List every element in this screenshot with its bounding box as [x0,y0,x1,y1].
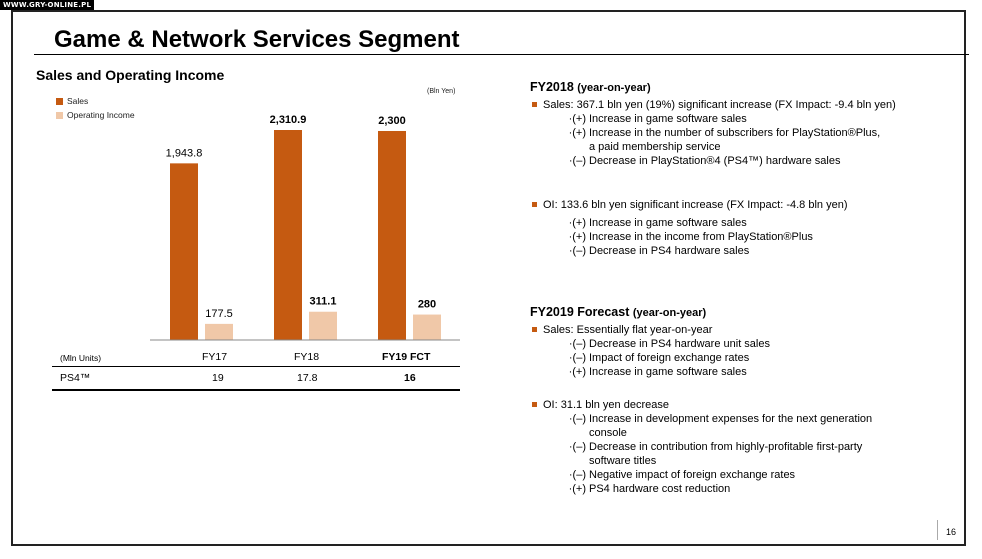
table-header: (Mln Units) FY17 FY18 FY19 FCT [52,347,460,367]
table-row: PS4™ 19 17.8 16 [52,368,460,388]
table-cell-fy17: 19 [212,372,224,384]
table-row-label: PS4™ [60,372,91,384]
bar-operating-income-2 [413,314,441,340]
fy2019-heading-text: FY2019 Forecast [530,305,630,319]
bar-sales-2 [378,130,406,340]
fy2019-heading: FY2019 Forecast (year-on-year) [530,305,950,320]
item-mark: ·(+) [568,113,586,125]
table-unit-label: (Mln Units) [60,353,102,363]
item-mark: ·(+) [568,483,586,495]
list-item: ·(+) Increase in the number of subscriber… [530,126,950,154]
legend-item-operating-income: Operating Income [56,108,135,122]
table-bottom-rule [52,389,460,391]
item-text: Increase in game software sales [589,113,747,125]
item-mark: ·(+) [568,366,586,378]
bullet-square-icon [532,402,537,407]
item-text: Negative impact of foreign exchange rate… [589,469,796,481]
item-text: PS4 hardware cost reduction [589,483,731,495]
item-mark: ·(–) [568,155,586,167]
fy2019-sales-bullet: Sales: Essentially flat year-on-year [530,323,950,337]
list-item: ·(–) Negative impact of foreign exchange … [530,468,950,482]
item-mark: ·(+) [568,231,586,243]
item-text: Increase in game software sales [589,366,747,378]
item-mark: ·(–) [568,413,586,425]
list-item: ·(–) Decrease in contribution from highly… [530,440,950,468]
fy2018-heading: FY2018 (year-on-year) [530,80,950,95]
data-label-sales-0: 1,943.8 [166,147,203,159]
title-divider [34,54,969,55]
item-text: Decrease in contribution from highly-pro… [589,441,863,467]
item-text: Increase in the income from PlayStation®… [589,231,813,243]
fy2019-oi-bullet: OI: 31.1 bln yen decrease [530,398,950,412]
bar-operating-income-0 [205,323,233,340]
legend-item-sales: Sales [56,94,135,108]
table-col-fy18: FY18 [294,351,320,363]
legend-swatch-sales [56,97,63,105]
chart-unit: (Bln Yen) [427,88,456,95]
item-text: Decrease in PS4 hardware sales [589,245,750,257]
list-item: ·(–) Impact of foreign exchange rates [530,351,950,365]
fy2019-oi-text: OI: 31.1 bln yen decrease [543,399,669,411]
fy2018-sales-text: Sales: 367.1 bln yen (19%) significant i… [543,99,896,111]
legend-swatch-operating-income [56,111,63,119]
fy2018-heading-text: FY2018 [530,80,574,94]
list-item: ·(+) Increase in game software sales [530,216,950,230]
item-mark: ·(–) [568,338,586,350]
item-text: Decrease in PS4 hardware unit sales [589,338,770,350]
fy2018-heading-note: (year-on-year) [577,82,651,94]
fy2019-heading-note: (year-on-year) [632,307,707,319]
list-item: ·(+) PS4 hardware cost reduction [530,482,950,496]
bar-sales-1 [274,130,302,340]
item-text: Increase in game software sales [589,217,747,229]
slide-frame [11,10,966,546]
item-text: Impact of foreign exchange rates [589,352,750,364]
bullet-square-icon [532,202,537,207]
fy2019-sales-text: Sales: Essentially flat year-on-year [543,324,713,336]
table-divider [52,366,460,367]
list-item: ·(–) Decrease in PS4 hardware unit sales [530,337,950,351]
fy2018-section: FY2018 (year-on-year) Sales: 367.1 bln y… [530,80,950,258]
table-cell-fy18: 17.8 [297,372,318,384]
legend-label-sales: Sales [67,96,89,106]
item-mark: ·(–) [568,469,586,481]
item-text: Decrease in PlayStation®4 (PS4™) hardwar… [589,155,841,167]
fy2018-oi-bullet: OI: 133.6 bln yen significant increase (… [530,198,950,212]
chart-subtitle: Sales and Operating Income [36,67,225,83]
bullet-square-icon [532,102,537,107]
item-text: Increase in the number of subscribers fo… [589,127,881,153]
table-cell-fy19: 16 [404,372,416,384]
legend-label-operating-income: Operating Income [67,110,135,120]
fy2018-sales-bullet: Sales: 367.1 bln yen (19%) significant i… [530,98,950,112]
item-mark: ·(–) [568,441,586,453]
item-text: Increase in development expenses for the… [589,413,873,439]
page-number-divider [937,520,938,540]
list-item: ·(–) Increase in development expenses for… [530,412,950,440]
list-item: ·(+) Increase in game software sales [530,112,950,126]
watermark: WWW.GRY-ONLINE.PL [0,0,95,10]
bullet-square-icon [532,327,537,332]
bar-operating-income-1 [309,311,337,340]
chart-legend: Sales Operating Income [56,94,135,122]
list-item: ·(+) Increase in game software sales [530,365,950,379]
fy2018-oi-text: OI: 133.6 bln yen significant increase (… [543,199,848,211]
list-item: ·(+) Increase in the income from PlayStat… [530,230,950,244]
data-label-operating-income-1: 311.1 [310,296,337,308]
bar-sales-0 [170,163,198,340]
data-label-sales-1: 2,310.9 [270,114,307,126]
item-mark: ·(+) [568,217,586,229]
table-col-fy19: FY19 FCT [382,351,431,363]
fy2019-section: FY2019 Forecast (year-on-year) Sales: Es… [530,305,950,496]
table-col-fy17: FY17 [202,351,228,363]
item-mark: ·(–) [568,245,586,257]
data-label-operating-income-0: 177.5 [205,308,233,320]
data-label-operating-income-2: 280 [418,299,436,311]
data-label-sales-2: 2,300 [378,115,406,127]
page-title: Game & Network Services Segment [54,26,460,53]
page-number: 16 [946,527,957,537]
item-mark: ·(+) [568,127,586,139]
list-item: ·(–) Decrease in PS4 hardware sales [530,244,950,258]
item-mark: ·(–) [568,352,586,364]
list-item: ·(–) Decrease in PlayStation®4 (PS4™) har… [530,154,950,168]
